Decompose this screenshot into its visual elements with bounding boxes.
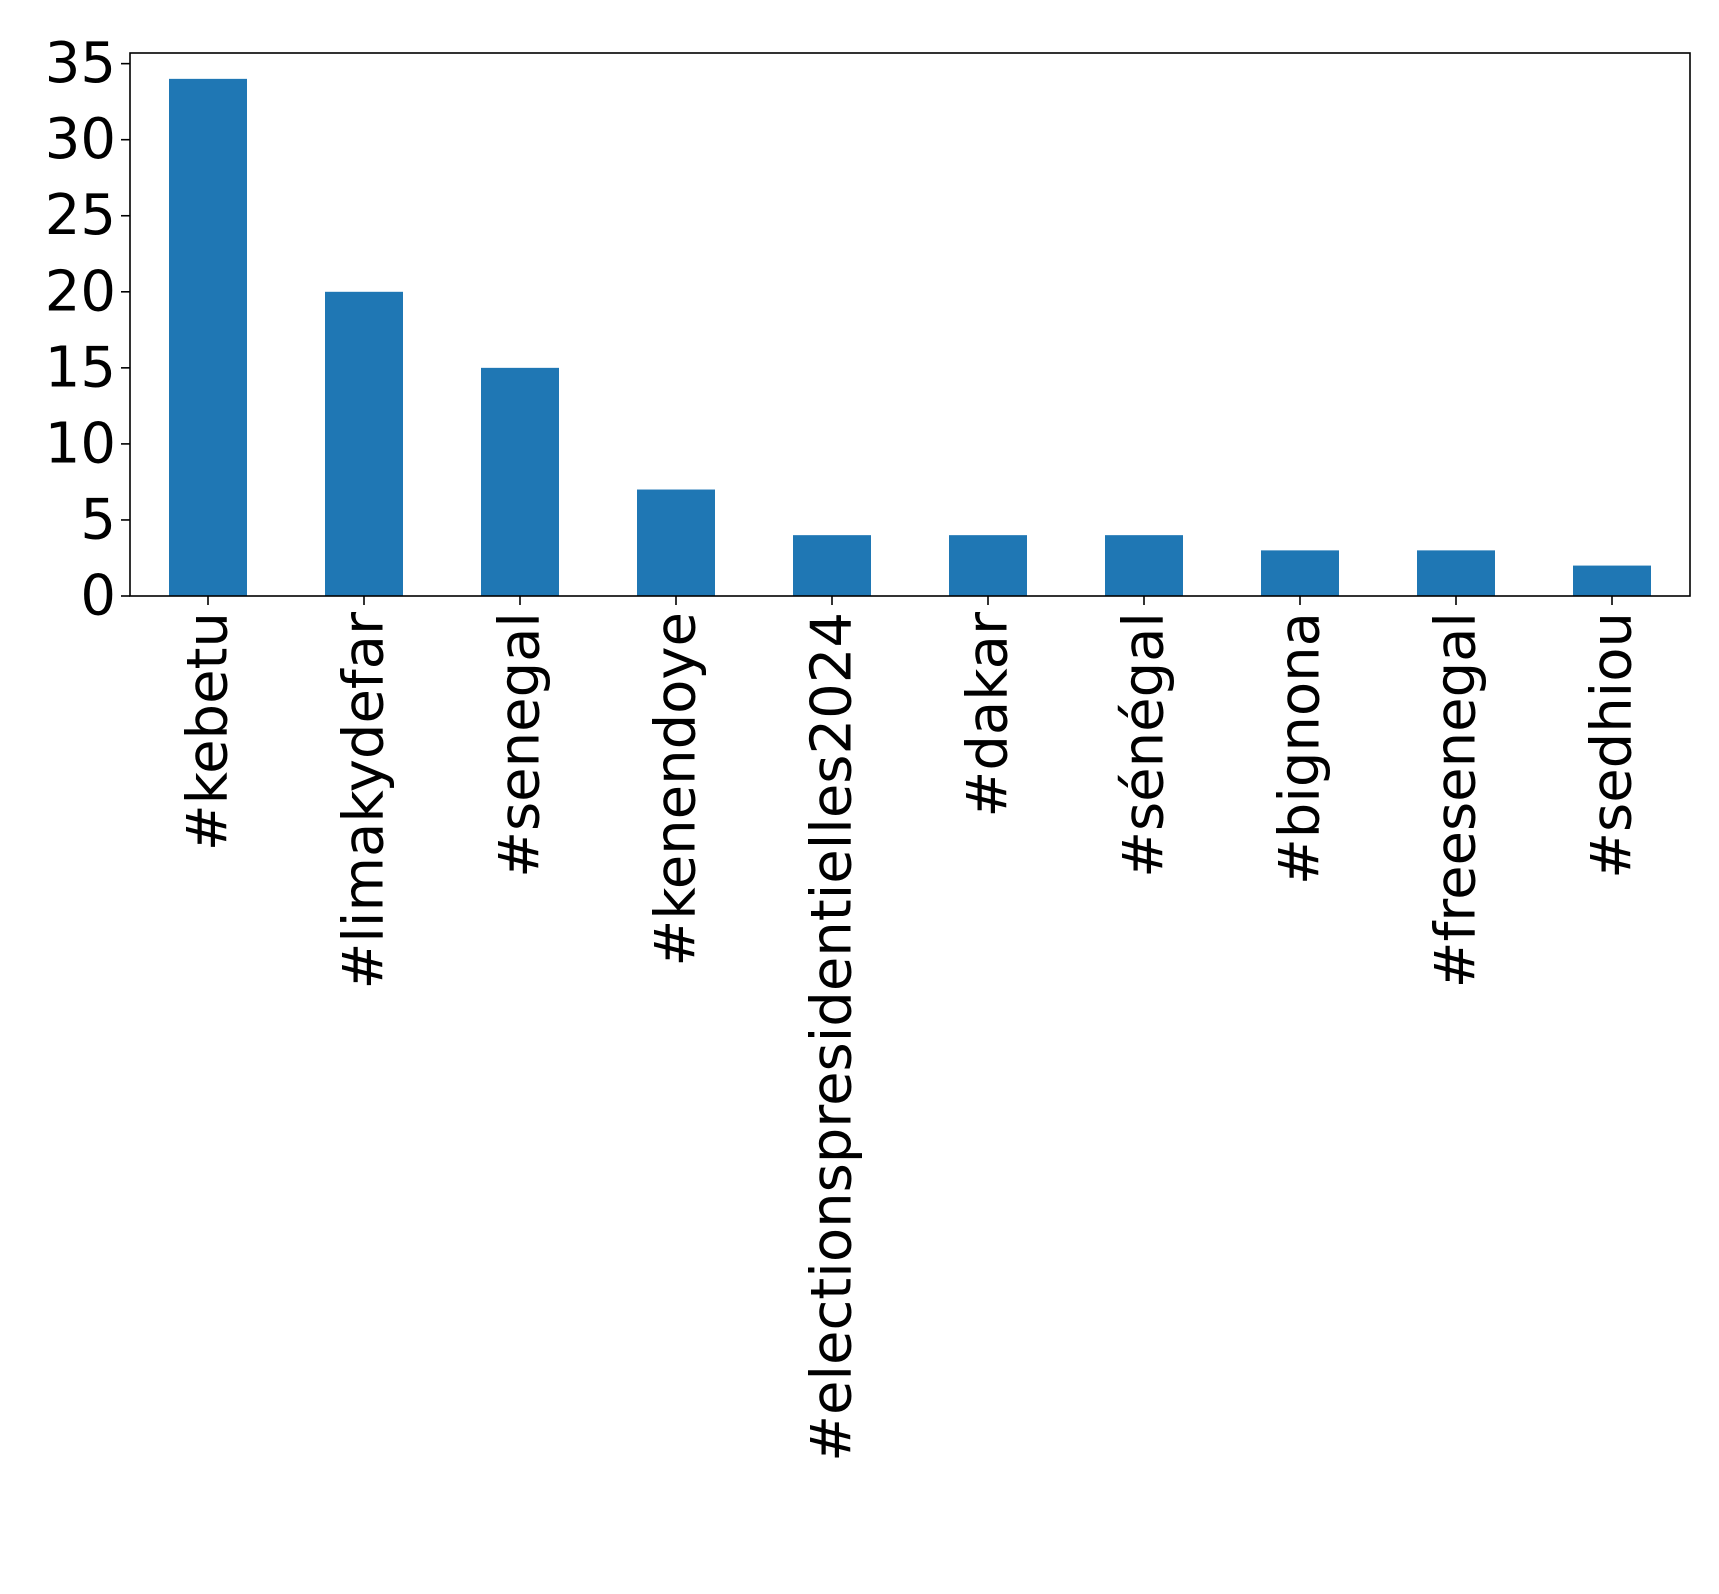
plot-frame xyxy=(129,52,1691,597)
bar-8 xyxy=(1417,550,1495,596)
bar-5 xyxy=(949,535,1027,596)
bar-1 xyxy=(325,291,403,596)
y-tick-label-6: 30 xyxy=(45,107,116,172)
bar-0 xyxy=(169,78,247,597)
x-tick-label-5: #dakar xyxy=(956,611,1021,818)
bar-9 xyxy=(1573,565,1651,596)
bar-7 xyxy=(1261,550,1339,596)
y-axis: 0 5 10 15 20 25 30 35 xyxy=(45,31,130,629)
bar-2 xyxy=(481,367,559,596)
y-tick-label-1: 5 xyxy=(80,487,116,552)
y-tick-label-5: 25 xyxy=(45,183,116,248)
y-tick-label-7: 35 xyxy=(45,31,116,96)
x-tick-label-0: #kebetu xyxy=(176,612,241,851)
y-tick-label-2: 10 xyxy=(45,411,116,476)
y-tick-label-4: 20 xyxy=(45,259,116,324)
x-tick-label-7: #bignona xyxy=(1268,612,1333,885)
x-tick-label-6: #sénégal xyxy=(1112,612,1177,878)
x-axis: #kebetu #limakydefar #senegal #kenendoye #el… xyxy=(176,596,1645,1462)
y-tick-label-0: 0 xyxy=(80,564,116,629)
bar-4 xyxy=(793,535,871,596)
x-tick-label-4: #electionspresidentielles2024 xyxy=(800,612,865,1462)
x-tick-label-8: #freesenegal xyxy=(1424,612,1489,988)
bar-6 xyxy=(1105,535,1183,596)
bars-layer xyxy=(169,78,1651,597)
y-tick-label-3: 15 xyxy=(45,335,116,400)
x-tick-label-2: #senegal xyxy=(488,612,553,878)
bar-3 xyxy=(637,489,715,596)
x-tick-label-3: #kenendoye xyxy=(644,612,709,967)
x-tick-label-9: #sedhiou xyxy=(1580,612,1645,879)
x-tick-label-1: #limakydefar xyxy=(332,611,397,990)
